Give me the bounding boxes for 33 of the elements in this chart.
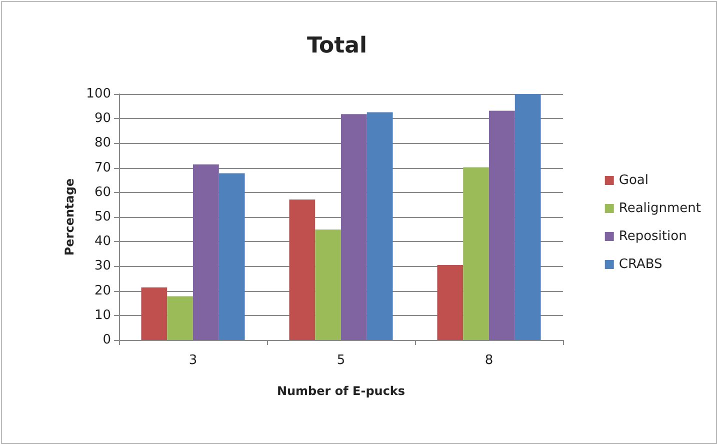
bar (141, 287, 168, 340)
x-tick-label: 8 (484, 353, 494, 368)
bar (463, 167, 489, 340)
bar (315, 230, 341, 340)
y-tick-label: 40 (94, 234, 111, 250)
x-axis-title: Number of E-pucks (276, 384, 406, 398)
legend-label: Reposition (618, 229, 687, 244)
bar (218, 173, 245, 340)
chart-title: Total (306, 34, 368, 58)
y-tick-label: 10 (94, 308, 111, 323)
bar (489, 110, 515, 340)
y-tick-label: 100 (86, 86, 111, 102)
y-tick-label: 50 (94, 210, 111, 224)
bar (341, 114, 367, 340)
y-tick-label: 90 (94, 111, 111, 126)
bar (193, 164, 219, 340)
y-axis-title: Percentage (62, 178, 76, 256)
bar (437, 264, 464, 340)
y-tick-label: 70 (94, 160, 111, 176)
legend-label: CRABS (618, 257, 662, 272)
bar (289, 200, 316, 340)
bar (167, 296, 193, 340)
legend-label: Realignment (618, 201, 702, 216)
bar (366, 112, 393, 340)
bar (514, 94, 541, 340)
y-tick-label: 80 (94, 136, 111, 151)
x-tick-label: 5 (336, 353, 346, 368)
y-tick-label: 20 (94, 283, 111, 298)
y-tick-label: 30 (94, 258, 111, 274)
y-tick-label: 60 (94, 184, 111, 200)
legend-label: Goal (618, 173, 648, 188)
x-tick-label: 3 (188, 353, 198, 368)
y-tick-label: 0 (102, 332, 111, 348)
